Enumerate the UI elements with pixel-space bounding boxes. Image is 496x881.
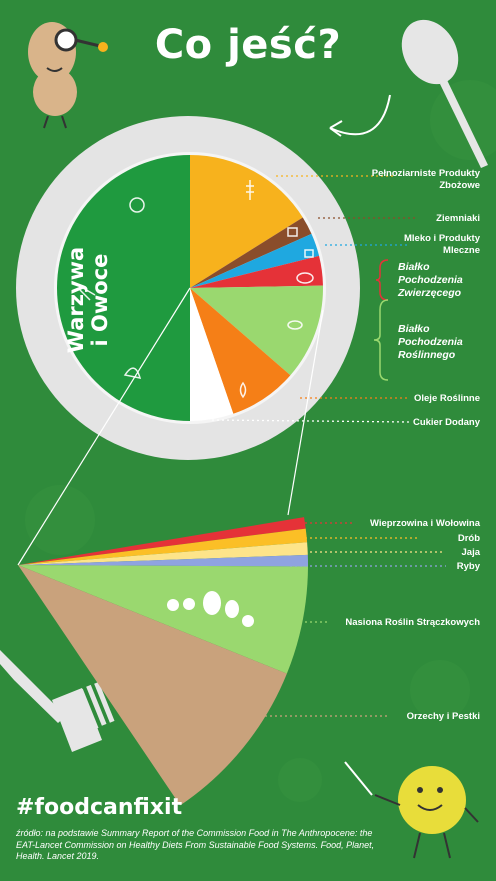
plate-segment-oils <box>190 288 291 414</box>
potato-icon <box>287 227 298 237</box>
pig-icon <box>296 272 314 284</box>
plate-segment-vegetables <box>57 155 190 421</box>
oil-drop-icon <box>239 381 247 399</box>
vegetables-label-line2: i Owoce <box>88 253 112 347</box>
vegetables-fruits-label: Warzywa i Owoce <box>64 215 112 385</box>
wedge-nuts <box>18 565 287 806</box>
legend-eggs: Jaja <box>461 547 481 558</box>
wedge-beef-pork <box>18 517 306 565</box>
plate-segment-sugar <box>190 288 234 421</box>
legend-beef-pork: Wieprzowina i Wołowina <box>369 518 480 529</box>
legend-poultry: Drób <box>457 533 480 544</box>
plate-segment-dairy <box>190 233 320 288</box>
vegetables-label-line1: Warzywa <box>63 246 88 354</box>
legend-fish: Ryby <box>456 561 480 572</box>
plate-segment-plant-protein <box>190 285 323 376</box>
wheat-icon <box>246 180 254 200</box>
source-note: źródło: na podstawie Summary Report of t… <box>16 828 375 862</box>
legend-oils: Oleje Roślinne <box>414 393 480 404</box>
legend-potatoes: Ziemniaki <box>436 213 480 224</box>
carrot-icon <box>77 284 96 301</box>
cheese-icon <box>304 249 314 258</box>
legumes-icon <box>167 591 254 627</box>
legend-sugar: Cukier Dodany <box>412 417 480 428</box>
wedge-fish <box>18 554 308 567</box>
apple-icon <box>129 197 145 213</box>
peas-icon <box>287 320 303 330</box>
pea-mascot-icon <box>344 761 479 859</box>
legend-nuts: Orzechy i Pestki <box>406 711 480 722</box>
wedge-poultry <box>18 528 308 565</box>
sugar-cube-icon <box>197 397 209 409</box>
legend-whole-grains: Pełnoziarniste Produkty Zbożowe <box>371 168 480 191</box>
spoon-icon <box>401 19 488 168</box>
wedge-eggs <box>18 542 308 565</box>
fork-icon <box>0 650 115 752</box>
plate-segments <box>190 155 323 421</box>
hashtag: #foodcanfixit <box>16 795 183 820</box>
peanut-mascot-icon <box>28 22 108 129</box>
legend-legumes: Nasiona Roślin Strączkowych <box>345 617 480 628</box>
plate-segment-potatoes <box>190 217 312 288</box>
page-title: Co jeść? <box>154 22 342 68</box>
legend-plant-protein: Białko Pochodzenia Roślinnego <box>398 323 463 362</box>
wedge-legumes <box>18 565 308 674</box>
legend-dairy: Mleko i Produkty Mleczne <box>403 233 480 256</box>
plate-segment-whole-grains <box>190 155 303 288</box>
broccoli-icon <box>123 367 142 379</box>
plate-segment-animal-protein <box>190 255 323 288</box>
legend-animal-protein: Białko Pochodzenia Zwierzęcego <box>398 261 463 300</box>
arrow-icon <box>329 94 391 136</box>
protein-wedge <box>18 517 308 806</box>
